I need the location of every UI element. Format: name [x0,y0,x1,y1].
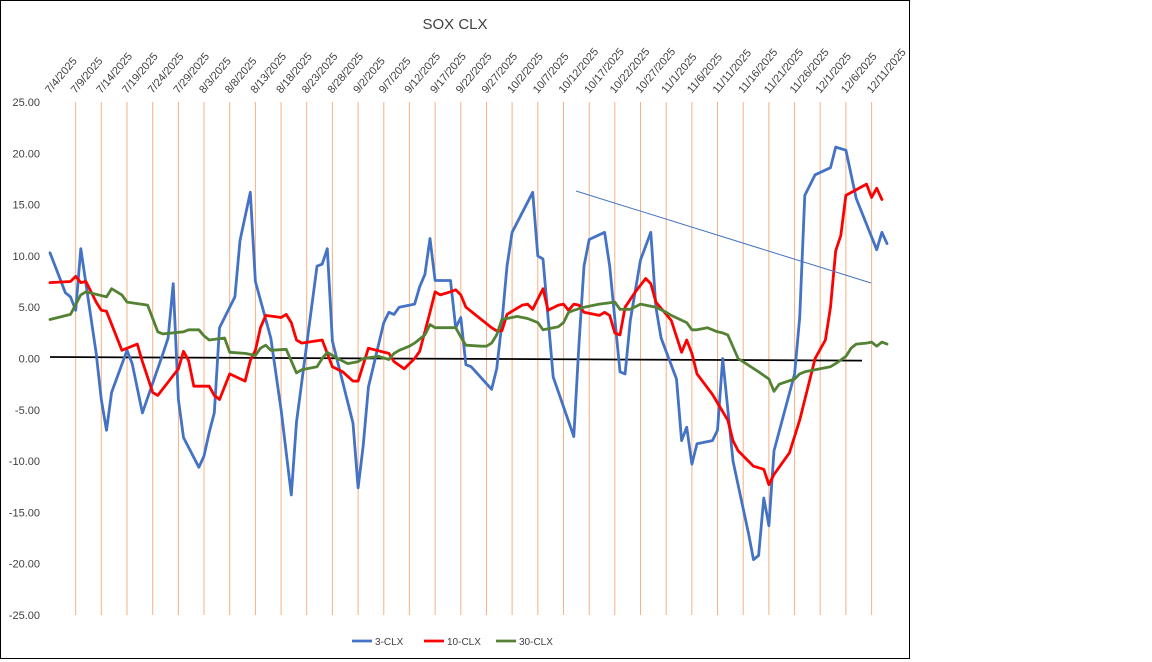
y-tick-label: -5.00 [15,405,40,417]
series-lines [48,145,889,561]
legend-label: 30-CLX [519,637,553,648]
y-tick-label: 5.00 [19,302,40,314]
y-tick-label: -25.00 [9,610,40,622]
y-tick-label: 0.00 [19,354,40,366]
trendline [575,190,872,284]
y-axis-ticks: 25.00 20.00 15.00 10.00 5.00 0.00 -5.00 -10.00 -… [9,97,40,622]
y-tick-label: 25.00 [12,97,40,109]
y-tick-label: 20.00 [12,148,40,160]
y-tick-label: 10.00 [12,251,40,263]
y-tick-label: 15.00 [12,200,40,212]
chart-title: SOX CLX [422,16,487,33]
series-line-30-CLX [48,287,889,393]
y-tick-label: -20.00 [9,559,40,571]
series-line-10-CLX [48,182,884,487]
zero-baseline [49,356,863,362]
legend-label: 10-CLX [447,637,481,648]
legend: 3-CLX 10-CLX 30-CLX [352,637,553,648]
trend-line [575,190,872,284]
x-axis-ticks: 7/4/20257/9/20257/14/20257/19/20257/24/2… [43,46,909,96]
zero-line [49,356,863,362]
y-tick-label: -10.00 [9,456,40,468]
legend-label: 3-CLX [375,637,404,648]
series-line-3-CLX [48,145,889,561]
y-tick-label: -15.00 [9,507,40,519]
